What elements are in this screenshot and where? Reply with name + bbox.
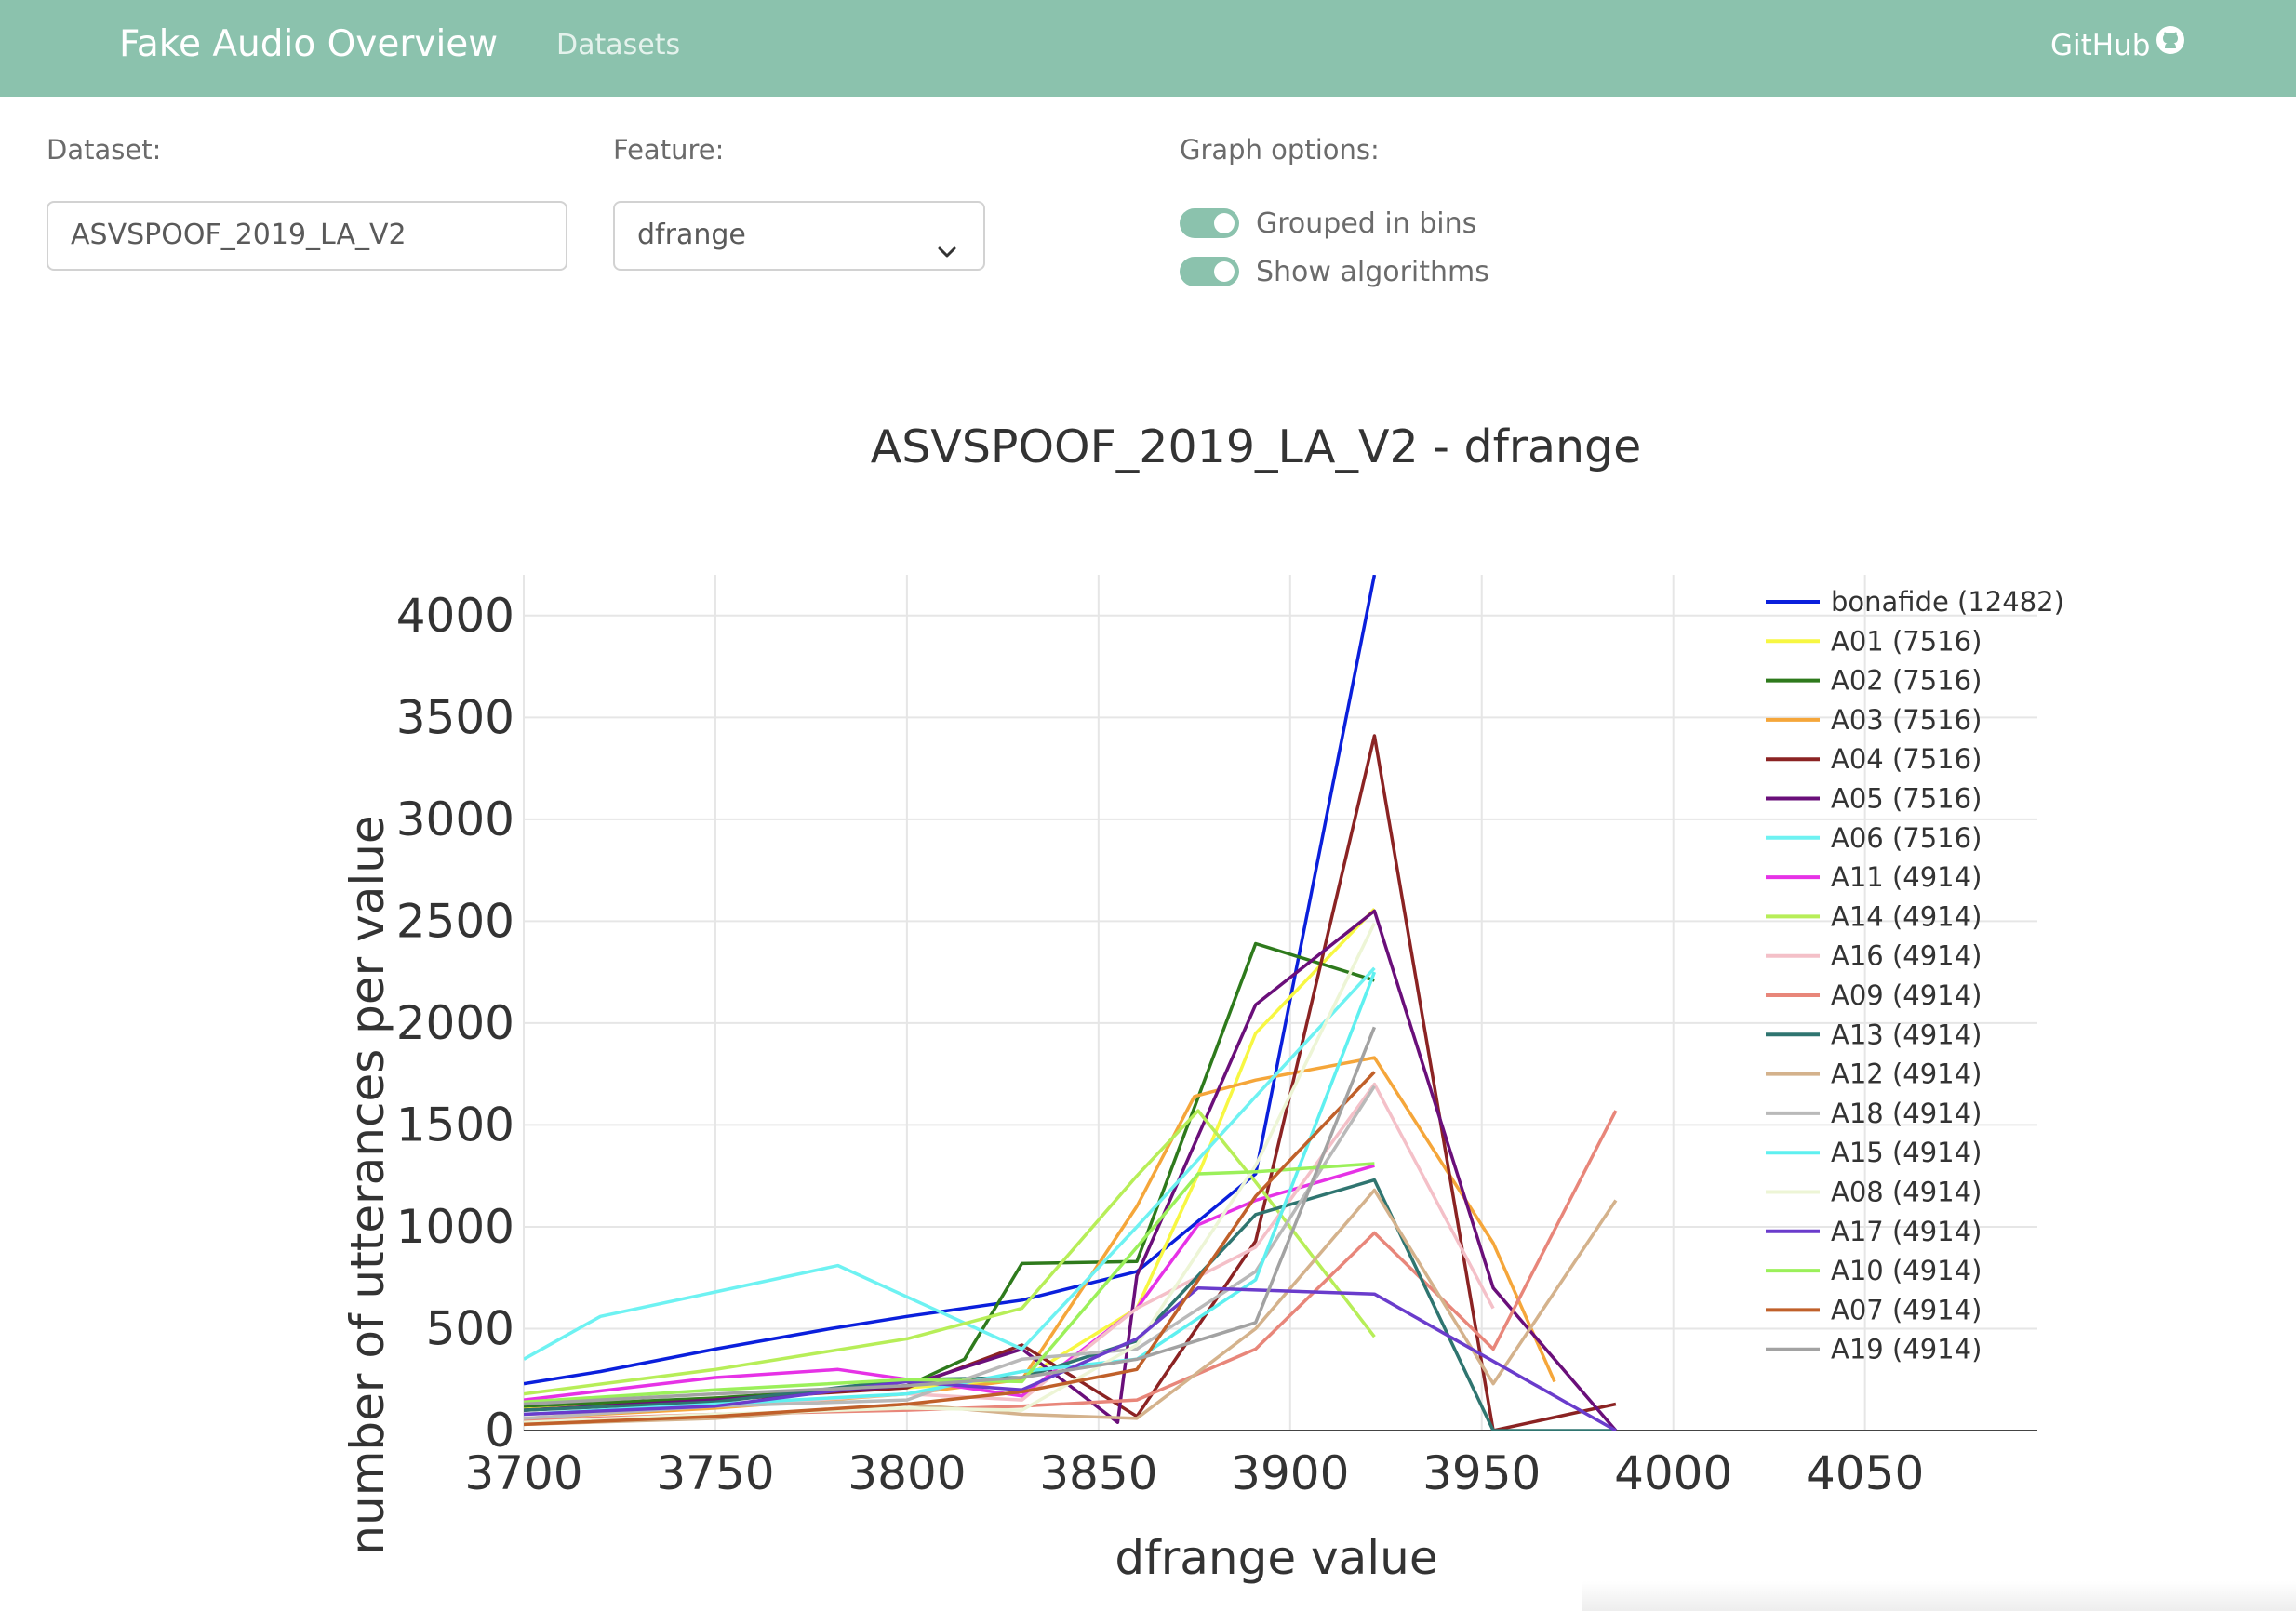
y-tick-label: 1000 [396, 1200, 514, 1254]
chevron-down-icon [935, 223, 959, 288]
feature-value: dfrange [637, 219, 746, 251]
github-label: GitHub [2050, 29, 2151, 62]
legend-label: A05 (7516) [1831, 783, 1982, 815]
series-line-a17[interactable] [524, 1285, 1617, 1431]
dfrange-line-chart[interactable]: ASVSPOOF_2019_LA_V2 - dfrange 3700 3750 38… [0, 400, 2296, 1611]
legend-item[interactable]: A09 (4914) [1766, 979, 1982, 1011]
legend-item[interactable]: A11 (4914) [1766, 861, 1982, 893]
legend-item[interactable]: A12 (4914) [1766, 1058, 1982, 1090]
legend-label: A08 (4914) [1831, 1177, 1982, 1208]
series-line-bonafide[interactable] [524, 575, 1377, 1386]
chart-title: ASVSPOOF_2019_LA_V2 - dfrange [871, 420, 1642, 473]
series-line-a13[interactable] [524, 1178, 1616, 1431]
series-line-a06[interactable] [524, 966, 1376, 1361]
legend-item[interactable]: A01 (7516) [1766, 625, 1982, 657]
feature-select[interactable]: dfrange [613, 201, 985, 271]
legend-item[interactable]: A18 (4914) [1766, 1098, 1982, 1129]
legend-label: A09 (4914) [1831, 979, 1982, 1011]
y-tick-label: 2500 [396, 894, 514, 948]
legend-item[interactable]: A02 (7516) [1766, 665, 1982, 697]
show-algorithms-switch[interactable] [1180, 257, 1239, 286]
github-link[interactable]: GitHub [2050, 25, 2185, 66]
show-algorithms-label: Show algorithms [1256, 255, 1489, 288]
dataset-value: ASVSPOOF_2019_LA_V2 [71, 219, 407, 251]
x-tick-label: 4000 [1614, 1446, 1732, 1500]
series-line-a19[interactable] [524, 1026, 1377, 1406]
x-tick-label: 3950 [1422, 1446, 1541, 1500]
grouped-in-bins-switch[interactable] [1180, 208, 1239, 238]
toggle-show-algorithms[interactable]: Show algorithms [1180, 255, 1489, 288]
legend-label: A16 (4914) [1831, 940, 1982, 972]
legend-label: A02 (7516) [1831, 665, 1982, 697]
legend-label: A07 (4914) [1831, 1294, 1982, 1325]
legend-item[interactable]: A04 (7516) [1766, 743, 1982, 775]
toggle-grouped-in-bins[interactable]: Grouped in bins [1180, 206, 1476, 240]
y-tick-label: 3000 [396, 792, 514, 846]
series-line-a07[interactable] [524, 1071, 1376, 1427]
series-line-a14[interactable] [524, 1109, 1376, 1396]
x-tick-label: 3750 [656, 1446, 774, 1500]
series-line-a08[interactable] [524, 922, 1376, 1424]
github-icon [2156, 25, 2185, 66]
legend-label: A17 (4914) [1831, 1216, 1982, 1247]
y-tick-label: 3500 [396, 690, 514, 744]
legend-label: A11 (4914) [1831, 861, 1982, 893]
legend-item[interactable]: bonafide (12482) [1766, 586, 2064, 618]
graph-options-label: Graph options: [1180, 134, 1380, 166]
x-tick-label: 4050 [1806, 1446, 1924, 1500]
series-line-a05[interactable] [524, 909, 1618, 1431]
legend-item[interactable]: A19 (4914) [1766, 1334, 1982, 1365]
brand-title[interactable]: Fake Audio Overview [119, 23, 499, 65]
grouped-in-bins-label: Grouped in bins [1256, 206, 1477, 240]
y-tick-label: 2000 [396, 996, 514, 1050]
legend-item[interactable]: A10 (4914) [1766, 1255, 1982, 1286]
legend-label: A14 (4914) [1831, 900, 1982, 932]
nav-link-datasets[interactable]: Datasets [556, 29, 681, 61]
y-tick-label: 500 [426, 1301, 514, 1355]
y-tick-label: 1500 [396, 1098, 514, 1152]
x-tick-label: 3700 [464, 1446, 582, 1500]
legend-label: A10 (4914) [1831, 1255, 1982, 1286]
navbar: Fake Audio Overview Datasets GitHub [0, 0, 2296, 97]
legend-item[interactable]: A14 (4914) [1766, 900, 1982, 932]
series-line-a15[interactable] [524, 971, 1377, 1417]
legend-item[interactable]: A07 (4914) [1766, 1294, 1982, 1325]
legend-label: A15 (4914) [1831, 1137, 1982, 1168]
dataset-input[interactable]: ASVSPOOF_2019_LA_V2 [47, 201, 567, 271]
legend-label: A18 (4914) [1831, 1098, 1982, 1129]
legend-label: A12 (4914) [1831, 1058, 1982, 1090]
legend-item[interactable]: A05 (7516) [1766, 783, 1982, 815]
series-line-a10[interactable] [524, 1162, 1375, 1405]
x-tick-label: 3900 [1231, 1446, 1349, 1500]
legend-label: A19 (4914) [1831, 1334, 1982, 1365]
y-axis-label: number of utterances per value [340, 815, 394, 1554]
legend-item[interactable]: A15 (4914) [1766, 1137, 1982, 1168]
legend-item[interactable]: A08 (4914) [1766, 1177, 1982, 1208]
dataset-label: Dataset: [47, 134, 162, 166]
legend-label: A03 (7516) [1831, 704, 1982, 736]
legend-item[interactable]: A13 (4914) [1766, 1019, 1982, 1050]
legend-label: A01 (7516) [1831, 625, 1982, 657]
legend-item[interactable]: A17 (4914) [1766, 1216, 1982, 1247]
feature-label: Feature: [613, 134, 725, 166]
x-tick-label: 3800 [848, 1446, 966, 1500]
legend-label: A04 (7516) [1831, 743, 1982, 775]
y-tick-label: 4000 [396, 589, 514, 643]
x-axis-label: dfrange value [1115, 1531, 1437, 1585]
bottom-shadow [1582, 1581, 2296, 1611]
legend-item[interactable]: A16 (4914) [1766, 940, 1982, 972]
legend-label: bonafide (12482) [1831, 586, 2064, 618]
legend-label: A06 (7516) [1831, 822, 1982, 854]
legend-item[interactable]: A06 (7516) [1766, 822, 1982, 854]
series-line-a01[interactable] [524, 907, 1376, 1410]
y-tick-label: 0 [485, 1404, 514, 1458]
x-tick-label: 3850 [1039, 1446, 1157, 1500]
legend-item[interactable]: A03 (7516) [1766, 704, 1982, 736]
legend-label: A13 (4914) [1831, 1019, 1982, 1050]
